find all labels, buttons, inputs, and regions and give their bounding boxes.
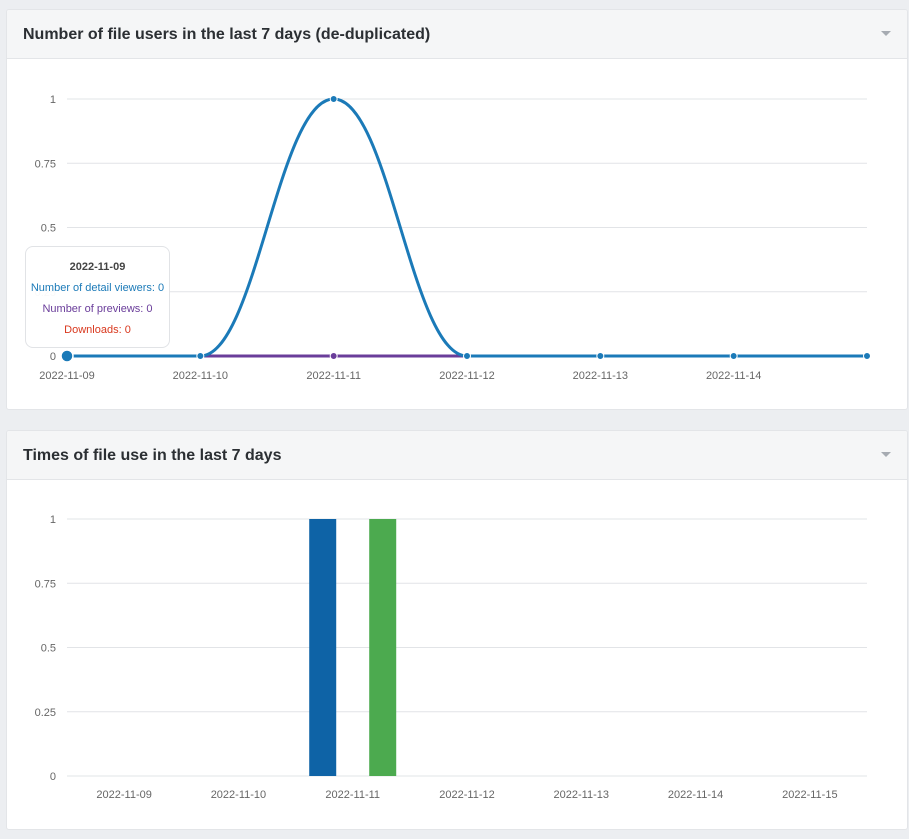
x-tick-label: 2022-11-10: [173, 370, 228, 382]
x-tick-label: 2022-11-10: [211, 789, 266, 801]
y-tick-label: 0: [50, 771, 56, 783]
collapse-caret-icon[interactable]: [879, 449, 893, 461]
panel-header: Times of file use in the last 7 days: [7, 431, 907, 480]
x-tick-label: 2022-11-13: [554, 789, 609, 801]
x-tick-label: 2022-11-15: [782, 789, 837, 801]
series-line-number-of-detail-viewers: [67, 97, 867, 358]
data-point-number-of-detail-viewers: [863, 352, 871, 360]
x-tick-label: 2022-11-09: [39, 370, 94, 382]
y-tick-label: 0.75: [35, 158, 56, 170]
data-point-number-of-detail-viewers: [463, 352, 471, 360]
x-tick-label: 2022-11-14: [668, 789, 723, 801]
file-users-line-chart: 00.250.50.7512022-11-092022-11-102022-11…: [35, 94, 871, 382]
x-tick-label: 2022-11-14: [706, 370, 761, 382]
data-point-number-of-detail-viewers: [329, 95, 338, 103]
y-tick-label: 0.75: [35, 578, 56, 590]
x-tick-label: 2022-11-12: [439, 370, 494, 382]
highlighted-point: [60, 349, 74, 363]
data-point-number-of-detail-viewers: [596, 352, 605, 360]
x-tick-label: 2022-11-12: [439, 789, 494, 801]
y-tick-label: 0: [50, 351, 56, 363]
y-tick-label: 0.25: [35, 707, 56, 719]
chart-tooltip: 2022-11-09 Number of detail viewers: 0 N…: [25, 246, 170, 348]
bar-bar_blue: [309, 519, 337, 776]
x-tick-label: 2022-11-13: [573, 370, 628, 382]
tooltip-viewers: Number of detail viewers: 0: [30, 282, 165, 294]
data-point-number-of-detail-viewers: [196, 352, 205, 360]
y-tick-label: 1: [50, 514, 56, 526]
tooltip-downloads: Downloads: 0: [64, 324, 131, 336]
panel-title: Times of file use in the last 7 days: [23, 447, 282, 464]
x-tick-label: 2022-11-09: [96, 789, 151, 801]
bar-bar_green: [369, 519, 397, 776]
panel-header: Number of file users in the last 7 days …: [7, 10, 907, 59]
y-tick-label: 0.5: [41, 223, 56, 235]
file-users-panel: Number of file users in the last 7 days …: [6, 9, 908, 410]
file-use-panel: Times of file use in the last 7 days 0 0.…: [6, 430, 908, 830]
y-tick-label: 0.5: [41, 643, 56, 655]
tooltip-previews: Number of previews: 0: [42, 303, 153, 315]
x-tick-label: 2022-11-11: [325, 789, 380, 801]
tooltip-date: 2022-11-09: [69, 261, 126, 273]
collapse-caret-icon[interactable]: [879, 28, 893, 40]
data-point-number-of-previews: [329, 352, 338, 360]
file-use-bar-chart: 0 0.25 0.5 0.75 1 2022-11-09 2022-11-10 2022-11…: [35, 514, 867, 801]
x-tick-label: 2022-11-11: [306, 370, 361, 382]
y-tick-label: 1: [50, 94, 56, 106]
panel-title: Number of file users in the last 7 days …: [23, 26, 431, 43]
data-point-number-of-detail-viewers: [729, 352, 738, 360]
